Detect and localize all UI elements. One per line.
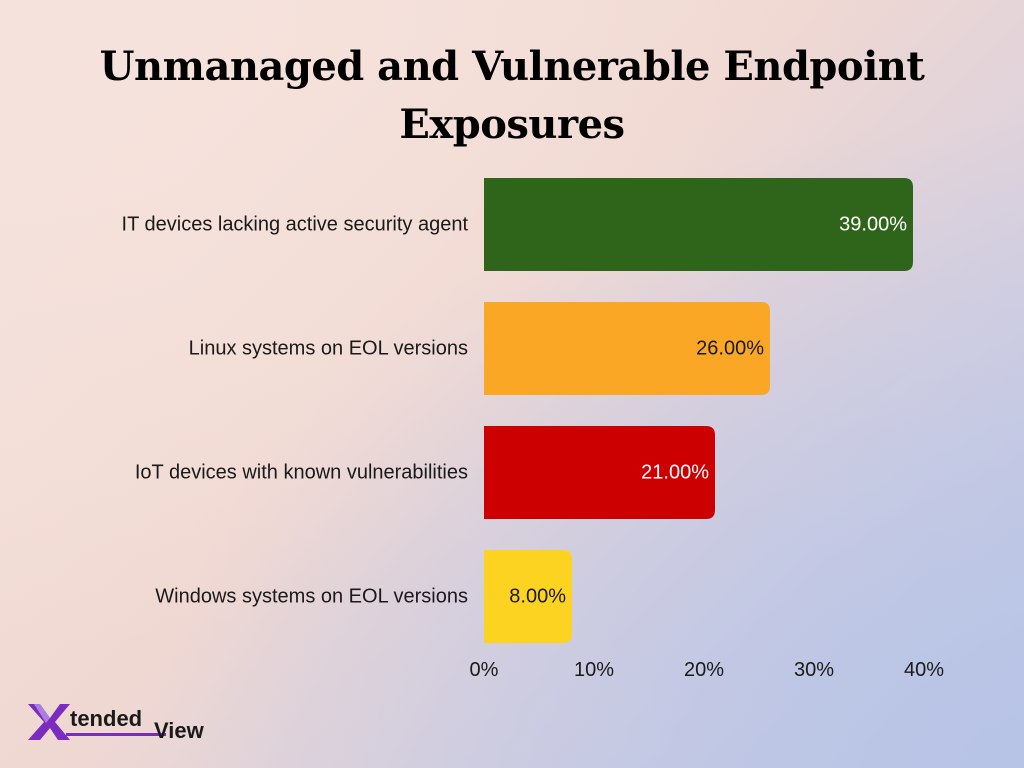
chart-title-line-2: Exposures xyxy=(399,101,625,148)
x-tick-label-1: 0% xyxy=(470,659,499,681)
category-label-2: Linux systems on EOL versions xyxy=(189,338,468,360)
brand-logo: tended View xyxy=(26,700,226,744)
x-tick-label-4: 30% xyxy=(794,659,834,681)
logo-text-view: View xyxy=(154,718,205,743)
x-tick-label-3: 20% xyxy=(684,659,724,681)
bar-2 xyxy=(484,302,770,395)
bar-1 xyxy=(484,178,913,271)
chart-title-line-1: Unmanaged and Vulnerable Endpoint xyxy=(99,43,925,90)
x-tick-label-2: 10% xyxy=(574,659,614,681)
category-label-4: Windows systems on EOL versions xyxy=(155,586,468,608)
value-label-2: 26.00% xyxy=(696,338,764,360)
xtendedview-logo-icon: tended View xyxy=(28,704,205,743)
chart-title: Unmanaged and Vulnerable Endpoint Exposu… xyxy=(0,38,1024,154)
value-label-4: 8.00% xyxy=(509,586,566,608)
value-label-3: 21.00% xyxy=(641,462,709,484)
logo-text-tended: tended xyxy=(70,706,142,731)
x-tick-label-5: 40% xyxy=(904,659,944,681)
value-label-1: 39.00% xyxy=(839,214,907,236)
category-label-1: IT devices lacking active security agent xyxy=(122,214,469,236)
category-label-3: IoT devices with known vulnerabilities xyxy=(135,462,468,484)
bar-3 xyxy=(484,426,715,519)
bar-4 xyxy=(484,550,572,643)
